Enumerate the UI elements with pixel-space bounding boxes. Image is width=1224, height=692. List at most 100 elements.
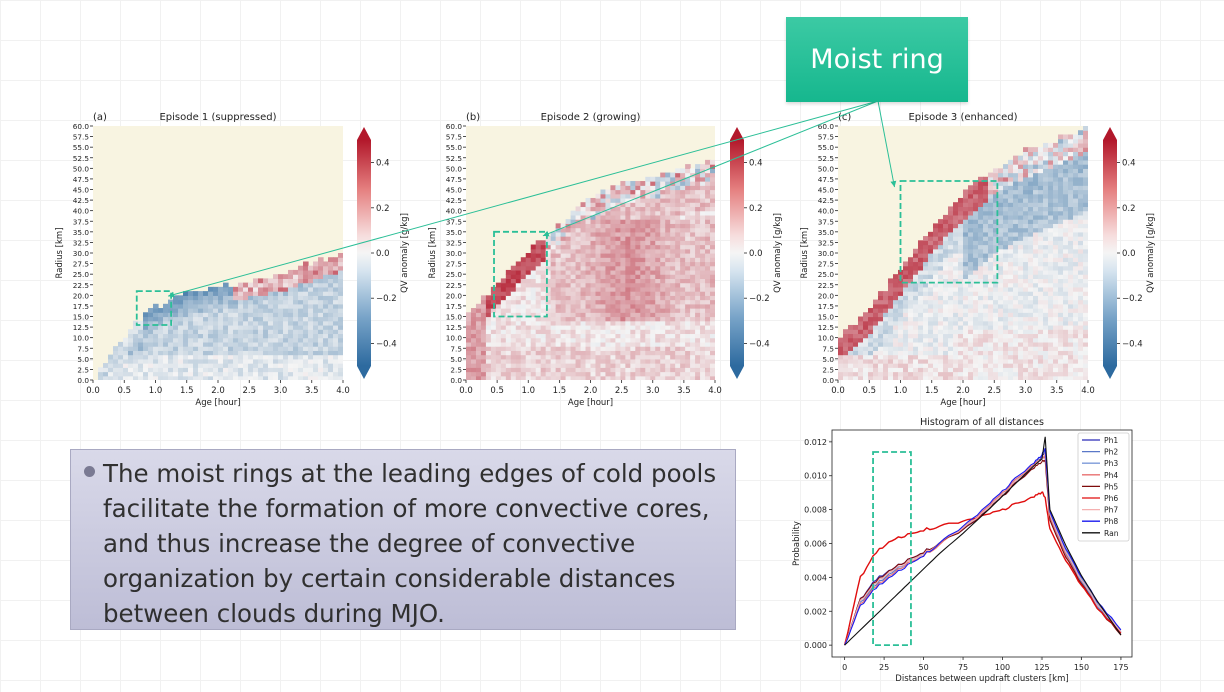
heatmap-cell	[505, 303, 512, 309]
heatmap-cell	[333, 367, 339, 373]
heatmap-cell	[505, 324, 512, 330]
heatmap-cell	[308, 333, 314, 339]
heatmap-cell	[248, 324, 254, 330]
heatmap-cell	[1028, 193, 1034, 199]
heatmap-cell	[328, 371, 334, 377]
heatmap-cell	[1053, 227, 1059, 233]
heatmap-cell	[168, 346, 174, 351]
heatmap-cell	[560, 316, 567, 322]
heatmap-cell	[233, 320, 239, 326]
heatmap-cell	[223, 320, 229, 326]
heatmap-cell	[1003, 316, 1009, 322]
x-tick-label: 1.0	[149, 386, 163, 396]
heatmap-cell	[695, 358, 701, 364]
heatmap-cell	[690, 354, 696, 360]
heatmap-cell	[1043, 176, 1049, 182]
heatmap-cell	[1068, 358, 1074, 364]
heatmap-cell	[978, 202, 984, 208]
heatmap-cell	[243, 333, 249, 339]
heatmap-cell	[560, 375, 567, 380]
heatmap-cell	[1043, 354, 1049, 360]
y-tick-label: 55.0	[73, 143, 90, 152]
heatmap-cell	[1058, 147, 1064, 152]
heatmap-cell	[993, 299, 999, 305]
heatmap-cell	[928, 231, 934, 237]
heatmap-cell	[630, 354, 636, 360]
heatmap-cell	[938, 320, 944, 326]
heatmap-cell	[308, 286, 314, 292]
heatmap-cell	[228, 341, 234, 347]
heatmap-cell	[550, 363, 557, 368]
heatmap-cell	[333, 333, 339, 339]
heatmap-cell	[670, 185, 676, 191]
heatmap-cell	[640, 193, 646, 199]
heatmap-cell	[1013, 168, 1019, 174]
heatmap-cell	[600, 189, 607, 195]
heatmap-cell	[1043, 367, 1049, 373]
heatmap-cell	[565, 274, 572, 279]
heatmap-cell	[983, 358, 989, 364]
heatmap-cell	[928, 329, 934, 335]
heatmap-cell	[620, 223, 626, 229]
heatmap-cell	[268, 312, 274, 318]
heatmap-cell	[640, 261, 646, 267]
heatmap-cell	[475, 312, 482, 318]
x-tick-label: 0.5	[117, 386, 131, 396]
heatmap-cell	[1013, 320, 1019, 326]
heatmap-cell	[590, 282, 597, 288]
heatmap-cell	[505, 282, 512, 288]
heatmap-cell	[615, 286, 621, 292]
heatmap-cell	[470, 354, 477, 360]
heatmap-cell	[943, 295, 949, 301]
heatmap-cell	[565, 337, 572, 343]
heatmap-cell	[978, 286, 984, 292]
heatmap-cell	[923, 312, 929, 318]
heatmap-cell	[253, 375, 259, 380]
heatmap-cell	[660, 219, 666, 224]
heatmap-cell	[685, 240, 691, 246]
heatmap-cell	[595, 214, 602, 220]
heatmap-cell	[978, 193, 984, 199]
heatmap-cell	[888, 354, 894, 360]
heatmap-cell	[993, 329, 999, 335]
heatmap-cell	[490, 324, 497, 330]
heatmap-cell	[148, 308, 154, 313]
heatmap-cell	[690, 168, 696, 174]
heatmap-cell	[308, 274, 314, 279]
heatmap-cell	[670, 295, 676, 301]
heatmap-cell	[680, 202, 686, 208]
heatmap-cell	[650, 350, 656, 356]
heatmap-cell	[308, 358, 314, 364]
heatmap-cell	[515, 286, 522, 292]
heatmap-cell	[565, 236, 572, 241]
heatmap-cell	[913, 291, 919, 296]
heatmap-cell	[1018, 299, 1024, 305]
heatmap-cell	[1073, 375, 1079, 380]
heatmap-cell	[938, 346, 944, 351]
heatmap-cell	[923, 303, 929, 309]
heatmap-cell	[1068, 155, 1074, 161]
heatmap-cell	[183, 346, 189, 351]
heatmap-cell	[178, 299, 184, 305]
heatmap-cell	[318, 299, 324, 305]
heatmap-cell	[660, 308, 666, 313]
y-tick-label: 22.5	[446, 281, 462, 290]
heatmap-cell	[943, 214, 949, 220]
heatmap-cell	[620, 295, 626, 301]
heatmap-cell	[988, 291, 994, 296]
heatmap-cell	[600, 197, 607, 203]
heatmap-cell	[958, 341, 964, 347]
heatmap-cell	[293, 312, 299, 318]
heatmap-cell	[1008, 219, 1014, 224]
heatmap-cell	[705, 168, 711, 174]
heatmap-cell	[973, 240, 979, 246]
heatmap-cell	[158, 350, 164, 356]
heatmap-cell	[888, 358, 894, 364]
heatmap-cell	[173, 375, 179, 380]
heatmap-cell	[515, 308, 522, 313]
heatmap-cell	[535, 291, 542, 296]
heatmap-cell	[650, 214, 656, 220]
heatmap-cell	[1023, 159, 1029, 165]
heatmap-cell	[963, 231, 969, 237]
heatmap-cell	[680, 295, 686, 301]
